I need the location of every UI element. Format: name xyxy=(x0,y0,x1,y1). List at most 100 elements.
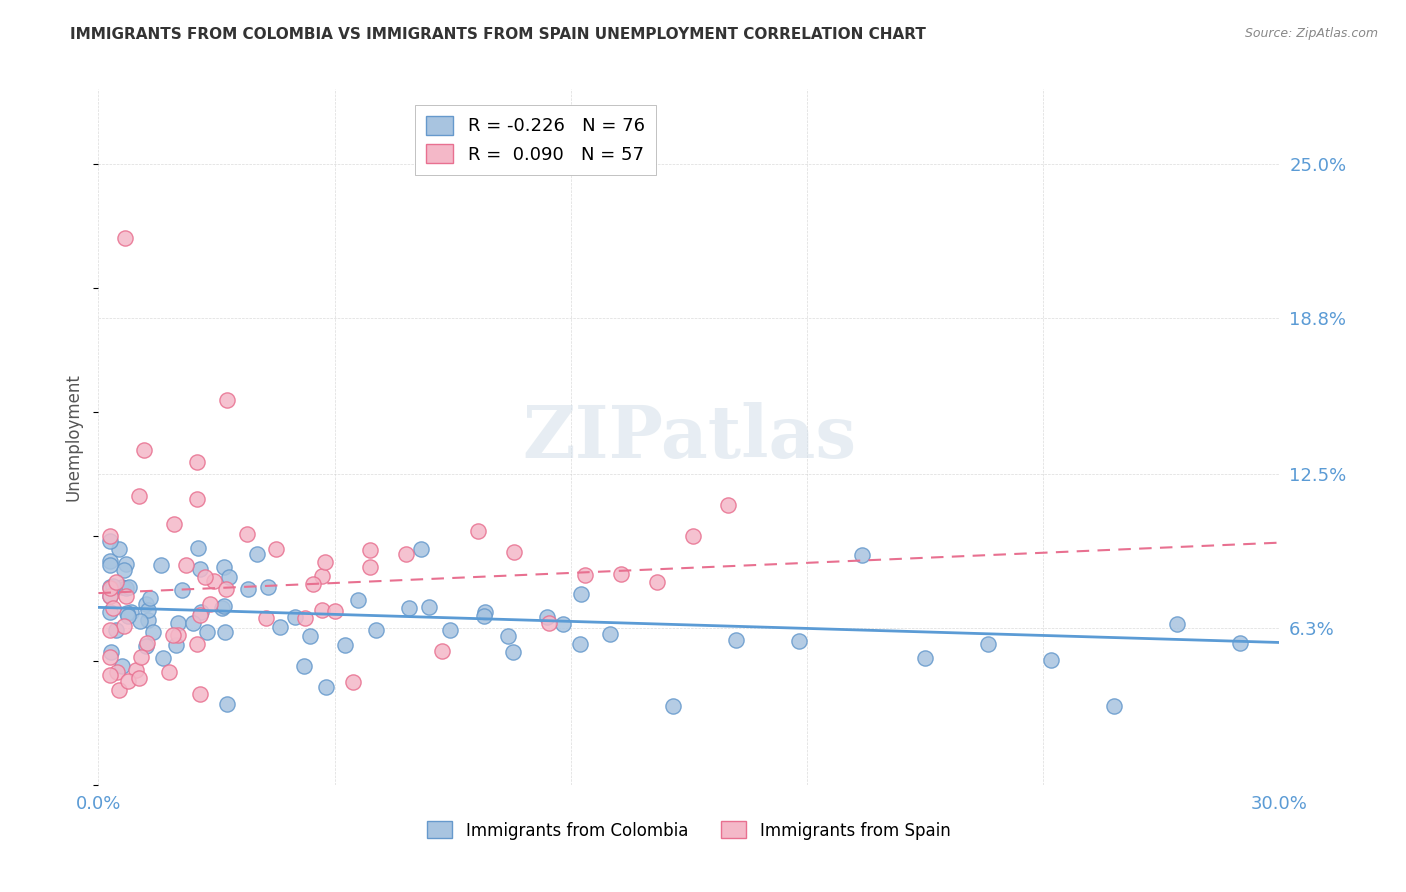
Immigrants from Colombia xyxy=(165,638,187,652)
Immigrants from Colombia xyxy=(135,597,157,611)
Immigrants from Spain xyxy=(107,683,129,698)
Immigrants from Colombia xyxy=(115,557,138,571)
Immigrants from Spain xyxy=(645,574,668,589)
Immigrants from Spain xyxy=(264,541,287,556)
Immigrants from Colombia xyxy=(187,541,209,555)
Immigrants from Spain xyxy=(190,687,212,701)
Immigrants from Colombia xyxy=(284,610,307,624)
Immigrants from Colombia xyxy=(333,639,356,653)
Immigrants from Colombia xyxy=(725,632,748,647)
Immigrants from Spain xyxy=(430,644,453,658)
Immigrants from Colombia xyxy=(108,542,131,557)
Immigrants from Colombia xyxy=(98,580,121,594)
Immigrants from Colombia xyxy=(568,637,591,651)
Immigrants from Spain xyxy=(610,566,633,581)
Immigrants from Spain xyxy=(194,570,217,584)
Immigrants from Colombia xyxy=(551,617,574,632)
Immigrants from Colombia xyxy=(411,541,433,556)
Immigrants from Colombia xyxy=(218,569,240,583)
Immigrants from Colombia xyxy=(418,600,440,615)
Immigrants from Spain xyxy=(162,628,184,642)
Immigrants from Spain xyxy=(117,673,139,688)
Immigrants from Colombia xyxy=(152,650,174,665)
Immigrants from Colombia xyxy=(117,609,139,624)
Immigrants from Colombia xyxy=(502,644,524,658)
Immigrants from Spain xyxy=(198,597,221,611)
Immigrants from Spain xyxy=(135,636,157,650)
Immigrants from Colombia xyxy=(115,581,138,595)
Immigrants from Colombia xyxy=(105,623,128,637)
Text: Source: ZipAtlas.com: Source: ZipAtlas.com xyxy=(1244,27,1378,40)
Immigrants from Spain xyxy=(98,650,121,665)
Immigrants from Spain xyxy=(342,674,364,689)
Immigrants from Spain xyxy=(294,611,316,625)
Immigrants from Colombia xyxy=(246,547,269,561)
Immigrants from Spain xyxy=(105,665,128,680)
Immigrants from Colombia xyxy=(98,554,121,568)
Immigrants from Colombia xyxy=(115,606,138,620)
Immigrants from Colombia xyxy=(98,534,121,549)
Immigrants from Colombia xyxy=(1040,653,1063,667)
Immigrants from Colombia xyxy=(569,587,592,601)
Immigrants from Colombia xyxy=(914,651,936,665)
Y-axis label: Unemployment: Unemployment xyxy=(65,373,83,501)
Immigrants from Spain xyxy=(112,619,135,633)
Immigrants from Spain xyxy=(311,603,333,617)
Immigrants from Colombia xyxy=(138,603,160,617)
Immigrants from Spain xyxy=(176,558,198,572)
Immigrants from Spain xyxy=(132,442,155,457)
Immigrants from Spain xyxy=(101,600,124,615)
Immigrants from Spain xyxy=(314,556,336,570)
Immigrants from Spain xyxy=(323,604,346,618)
Immigrants from Colombia xyxy=(599,626,621,640)
Immigrants from Spain xyxy=(682,529,704,543)
Text: IMMIGRANTS FROM COLOMBIA VS IMMIGRANTS FROM SPAIN UNEMPLOYMENT CORRELATION CHART: IMMIGRANTS FROM COLOMBIA VS IMMIGRANTS F… xyxy=(70,27,927,42)
Immigrants from Colombia xyxy=(98,605,121,619)
Immigrants from Colombia xyxy=(1229,635,1251,649)
Immigrants from Spain xyxy=(157,665,180,680)
Immigrants from Colombia xyxy=(398,601,420,615)
Immigrants from Colombia xyxy=(112,563,135,577)
Immigrants from Spain xyxy=(302,577,325,591)
Immigrants from Colombia xyxy=(111,658,134,673)
Text: ZIPatlas: ZIPatlas xyxy=(522,401,856,473)
Immigrants from Spain xyxy=(129,650,152,665)
Immigrants from Spain xyxy=(104,574,127,589)
Immigrants from Colombia xyxy=(139,591,162,606)
Immigrants from Spain xyxy=(467,524,489,539)
Immigrants from Colombia xyxy=(536,610,558,624)
Immigrants from Spain xyxy=(114,590,136,604)
Immigrants from Colombia xyxy=(100,645,122,659)
Immigrants from Spain xyxy=(538,616,561,631)
Immigrants from Spain xyxy=(125,663,148,677)
Immigrants from Colombia xyxy=(211,600,233,615)
Immigrants from Spain xyxy=(236,527,259,541)
Immigrants from Colombia xyxy=(190,605,212,619)
Immigrants from Colombia xyxy=(181,616,204,631)
Immigrants from Spain xyxy=(98,529,121,543)
Immigrants from Spain xyxy=(502,544,524,558)
Immigrants from Colombia xyxy=(439,623,461,637)
Immigrants from Spain xyxy=(114,231,136,245)
Immigrants from Colombia xyxy=(257,580,280,594)
Immigrants from Spain xyxy=(98,623,121,637)
Immigrants from Colombia xyxy=(214,624,236,639)
Immigrants from Colombia xyxy=(118,580,141,594)
Immigrants from Colombia xyxy=(172,583,194,598)
Immigrants from Spain xyxy=(359,543,381,558)
Immigrants from Colombia xyxy=(188,562,211,576)
Immigrants from Spain xyxy=(186,636,208,650)
Immigrants from Colombia xyxy=(138,613,160,627)
Immigrants from Colombia xyxy=(496,629,519,643)
Immigrants from Colombia xyxy=(269,620,291,634)
Immigrants from Spain xyxy=(128,671,150,685)
Immigrants from Spain xyxy=(188,607,211,622)
Immigrants from Spain xyxy=(215,392,238,407)
Immigrants from Spain xyxy=(167,628,190,642)
Immigrants from Colombia xyxy=(662,699,685,714)
Immigrants from Colombia xyxy=(111,580,134,594)
Immigrants from Colombia xyxy=(977,636,1000,650)
Immigrants from Colombia xyxy=(212,560,235,574)
Immigrants from Colombia xyxy=(1166,617,1188,632)
Immigrants from Spain xyxy=(186,455,208,469)
